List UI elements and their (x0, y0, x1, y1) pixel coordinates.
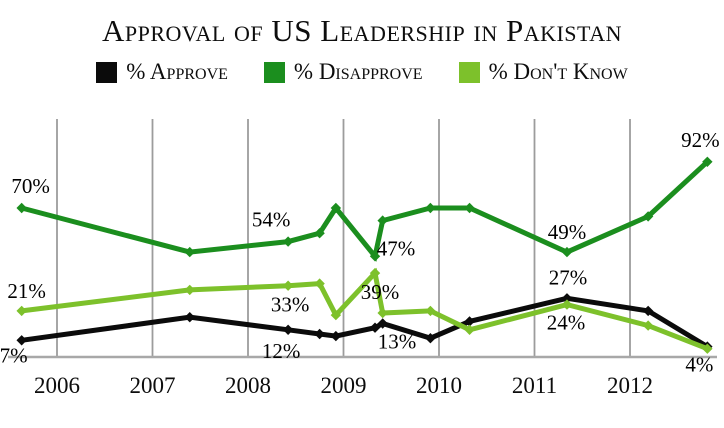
point-marker-dont-know (377, 307, 388, 319)
legend-item-dont-know: % Don't Know (458, 59, 628, 85)
point-marker-approve (425, 333, 436, 344)
data-label-approve: 27% (549, 265, 588, 289)
point-marker-dont-know (314, 278, 325, 289)
series-line-disapprove (21, 159, 710, 262)
point-marker-approve (464, 316, 475, 327)
x-tick-2012: 2012 (607, 373, 653, 398)
point-marker-dont-know (369, 267, 381, 279)
data-label-dont-know: 39% (361, 280, 400, 304)
point-marker-approve (330, 330, 342, 342)
data-label-approve: 7% (0, 343, 28, 367)
x-tick-2006: 2006 (34, 373, 80, 398)
point-marker-approve (369, 322, 381, 333)
point-marker-dont-know (642, 320, 654, 331)
point-marker-disapprove (184, 246, 195, 258)
x-tick-2011: 2011 (512, 373, 557, 398)
data-label-dont-know: 21% (7, 279, 46, 303)
point-marker-approve (561, 293, 573, 304)
point-marker-dont-know (330, 309, 342, 321)
point-marker-disapprove (425, 202, 436, 214)
point-marker-disapprove (330, 202, 342, 214)
legend-label-disapprove: % Disapprove (293, 59, 423, 84)
legend-swatch-dont-know (458, 61, 480, 83)
point-marker-disapprove (314, 228, 325, 239)
point-marker-approve (184, 312, 195, 323)
point-marker-dont-know (561, 299, 573, 310)
series-line-dont-know (21, 267, 709, 352)
x-tick-2009: 2009 (321, 373, 367, 398)
legend-swatch-disapprove (263, 61, 285, 83)
point-marker-disapprove (702, 156, 713, 167)
point-marker-dont-know (184, 284, 195, 296)
point-marker-dont-know (16, 305, 27, 317)
x-tick-2010: 2010 (416, 373, 462, 398)
point-marker-approve (377, 318, 388, 329)
point-marker-approve (642, 305, 654, 317)
point-marker-disapprove (464, 202, 475, 214)
chart-legend: % Approve % Disapprove % Don't Know (0, 59, 724, 85)
data-label-disapprove: 92% (681, 128, 720, 152)
legend-swatch-approve (96, 61, 118, 83)
x-tick-2007: 2007 (130, 373, 176, 398)
point-marker-approve (282, 324, 294, 335)
x-tick-2008: 2008 (225, 373, 271, 398)
data-label-dont-know: 33% (271, 293, 310, 317)
legend-item-approve: % Approve (96, 59, 228, 85)
data-label-dont-know: 24% (547, 311, 586, 335)
point-marker-disapprove (369, 251, 381, 262)
data-label-disapprove: 70% (11, 174, 50, 198)
data-label-approve: 13% (378, 330, 417, 354)
point-marker-disapprove (16, 202, 27, 214)
data-label-approve: 4% (685, 353, 713, 377)
point-marker-dont-know (282, 280, 294, 291)
point-marker-approve (16, 335, 27, 346)
data-label-disapprove: 47% (377, 236, 416, 260)
point-marker-dont-know (464, 324, 475, 335)
point-marker-disapprove (642, 211, 654, 222)
point-marker-dont-know (702, 343, 713, 354)
legend-label-dont-know: % Don't Know (488, 59, 628, 84)
point-marker-dont-know (425, 305, 436, 317)
point-marker-approve (314, 328, 325, 340)
point-marker-disapprove (377, 215, 388, 226)
legend-item-disapprove: % Disapprove (263, 59, 423, 85)
series-line-approve (21, 295, 709, 349)
data-label-disapprove: 54% (252, 208, 291, 232)
chart-title: Approval of US Leadership in Pakistan (102, 13, 622, 48)
point-marker-disapprove (282, 236, 294, 247)
data-label-disapprove: 49% (548, 220, 587, 244)
data-label-approve: 12% (262, 339, 301, 363)
point-marker-disapprove (561, 246, 573, 258)
legend-label-approve: % Approve (126, 59, 228, 84)
